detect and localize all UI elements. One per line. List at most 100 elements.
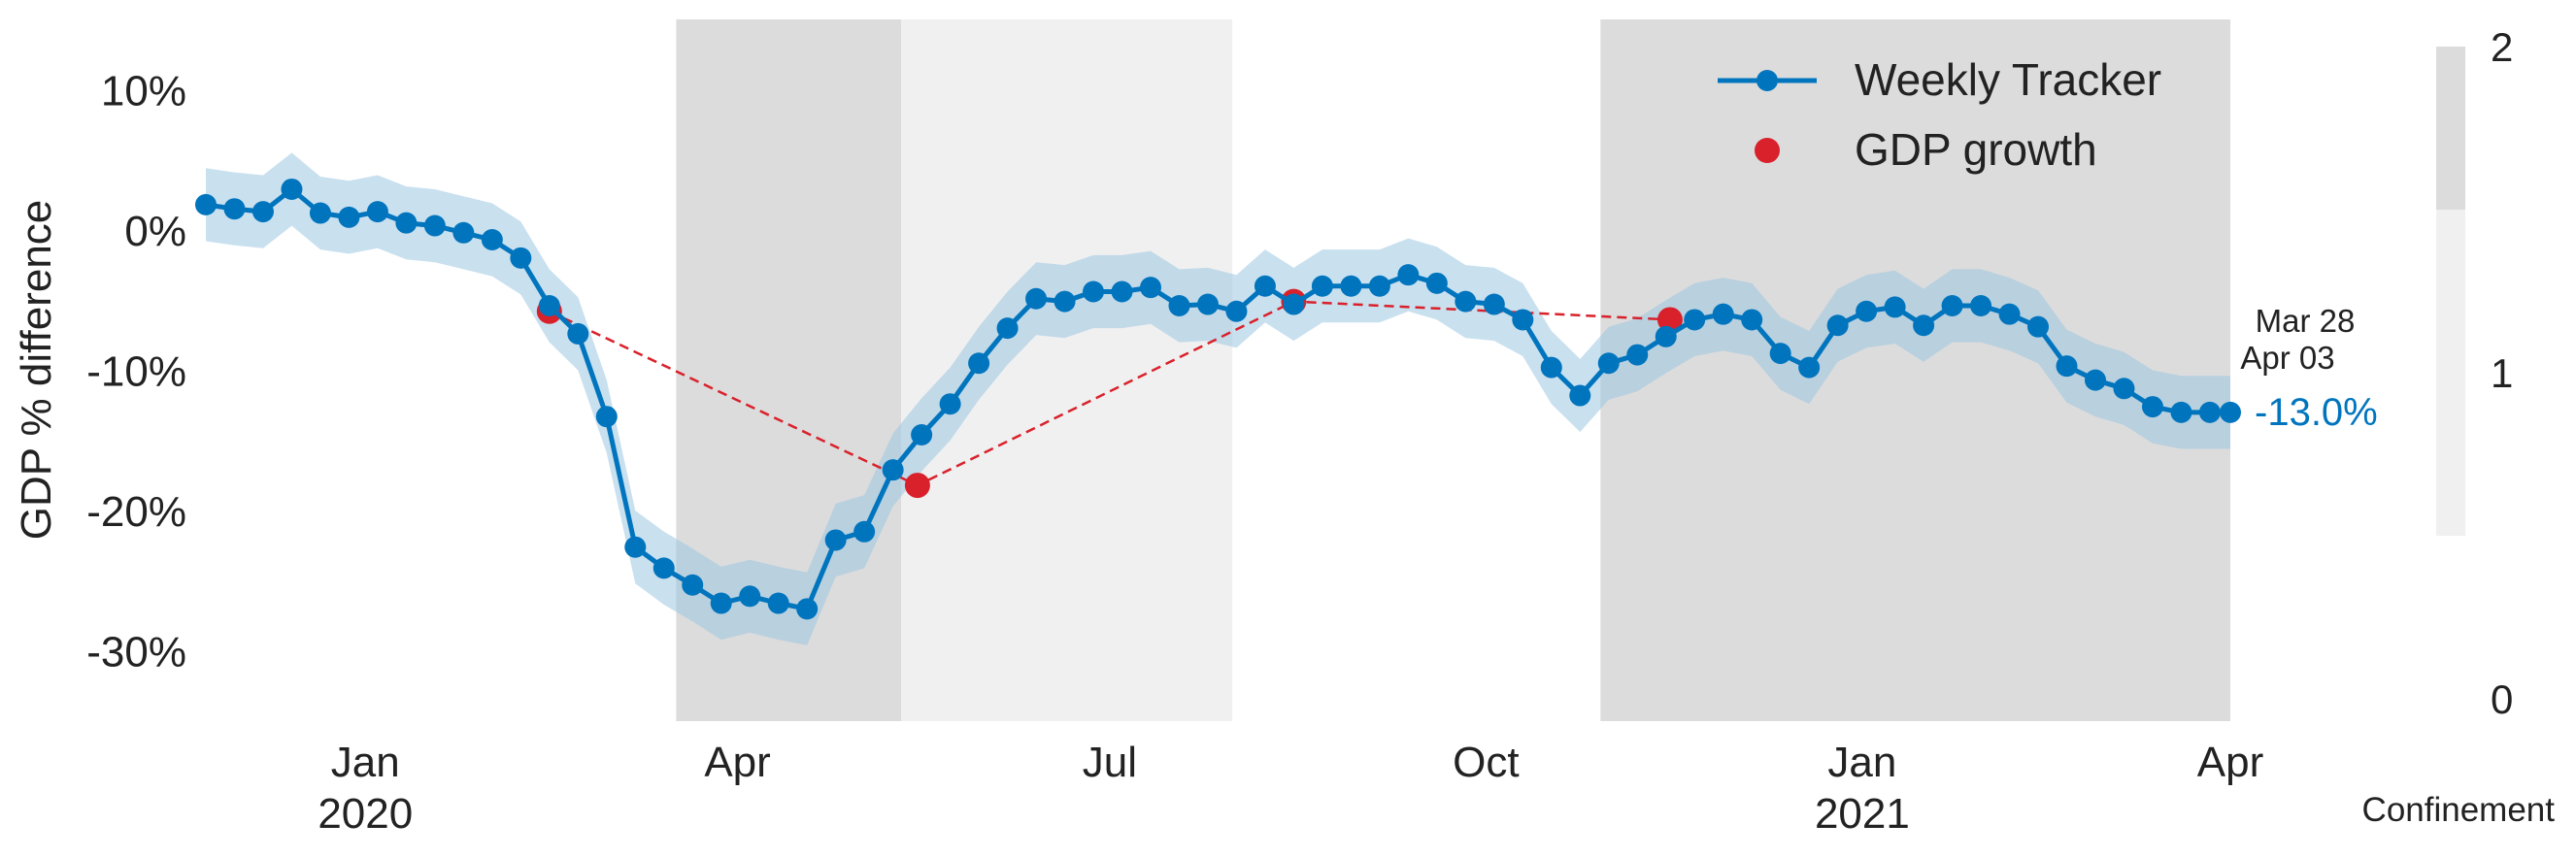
tracker-point bbox=[1856, 300, 1878, 322]
colorbar-band-level-1 bbox=[2436, 210, 2465, 536]
latest-value-label: -13.0% bbox=[2255, 391, 2378, 434]
tracker-point bbox=[1455, 290, 1477, 313]
tracker-point bbox=[1254, 275, 1276, 297]
y-tick-label: -10% bbox=[86, 348, 186, 396]
tracker-point bbox=[1311, 275, 1333, 297]
tracker-point bbox=[567, 322, 589, 345]
tracker-point bbox=[1913, 314, 1935, 337]
colorbar-label: Confinement bbox=[2362, 791, 2556, 829]
tracker-point bbox=[2170, 401, 2192, 423]
y-tick-label: -20% bbox=[86, 488, 186, 536]
y-tick-label: 10% bbox=[101, 67, 186, 115]
tracker-point bbox=[2085, 369, 2106, 391]
period-label-line2: Apr 03 bbox=[2240, 340, 2334, 376]
confinement-colorbar: 2 1 0 bbox=[2436, 24, 2513, 722]
tracker-point bbox=[1712, 303, 1734, 325]
tracker-point bbox=[1998, 303, 2021, 325]
tracker-point bbox=[423, 214, 446, 237]
tracker-point bbox=[1512, 309, 1534, 331]
tracker-point bbox=[1168, 294, 1190, 316]
tracker-point bbox=[2198, 401, 2221, 423]
x-tick-label: Oct bbox=[1453, 739, 1519, 786]
legend-gdp-label: GDP growth bbox=[1855, 124, 2097, 175]
colorbar-tick-label: 0 bbox=[2491, 676, 2513, 722]
tracker-point bbox=[510, 247, 532, 269]
tracker-point bbox=[2056, 355, 2078, 378]
confidence-band bbox=[206, 152, 2230, 645]
tracker-point bbox=[2027, 315, 2050, 338]
tracker-point bbox=[911, 424, 933, 446]
tracker-point bbox=[1368, 275, 1390, 297]
gdp-growth-line bbox=[549, 300, 1670, 487]
tracker-point bbox=[853, 520, 876, 543]
tracker-point bbox=[1741, 309, 1763, 331]
tracker-point bbox=[1655, 325, 1677, 347]
x-tick-label: Jan bbox=[1827, 739, 1896, 786]
x-tick-label: Jul bbox=[1083, 739, 1137, 786]
weekly-tracker-series bbox=[195, 178, 2241, 620]
tracker-point bbox=[2141, 396, 2163, 418]
y-tick-label: 0% bbox=[124, 208, 186, 255]
legend-tracker-marker bbox=[1756, 70, 1778, 91]
tracker-point bbox=[1884, 296, 1906, 318]
tracker-point bbox=[1340, 275, 1362, 297]
colorbar-tick-label: 2 bbox=[2491, 24, 2513, 70]
tracker-point bbox=[1626, 344, 1649, 366]
tracker-point bbox=[1769, 343, 1791, 365]
tracker-point bbox=[366, 201, 388, 223]
tracker-point bbox=[1140, 277, 1161, 299]
x-tick-label: Jan bbox=[331, 739, 400, 786]
legend-tracker-label: Weekly Tracker bbox=[1855, 54, 2161, 105]
tracker-point bbox=[2113, 378, 2135, 400]
gdp-point bbox=[1656, 307, 1683, 333]
tracker-point bbox=[1054, 290, 1076, 313]
tracker-point bbox=[281, 178, 303, 200]
y-tick-label: -30% bbox=[86, 629, 186, 676]
tracker-point bbox=[1397, 264, 1420, 286]
x-tick-year-label: 2021 bbox=[1815, 790, 1910, 838]
colorbar-tick-label: 1 bbox=[2491, 350, 2513, 396]
tracker-point bbox=[595, 406, 618, 428]
tracker-point bbox=[882, 459, 904, 481]
tracker-point bbox=[1597, 352, 1620, 375]
confidence-band-group bbox=[206, 152, 2230, 645]
tracker-point bbox=[2220, 401, 2241, 423]
tracker-point bbox=[1283, 293, 1305, 315]
tracker-point bbox=[309, 202, 331, 224]
tracker-point bbox=[824, 529, 847, 551]
tracker-point bbox=[1970, 294, 1992, 316]
tracker-point bbox=[251, 201, 274, 223]
tracker-point bbox=[682, 574, 704, 596]
tracker-point bbox=[452, 221, 475, 244]
tracker-point bbox=[624, 536, 647, 558]
period-label-line1: Mar 28 bbox=[2256, 303, 2356, 339]
tracker-point bbox=[481, 229, 503, 251]
tracker-point bbox=[968, 352, 990, 375]
tracker-point bbox=[1483, 293, 1505, 315]
tracker-point bbox=[395, 212, 418, 234]
x-tick-label: Apr bbox=[2197, 739, 2263, 786]
tracker-point bbox=[338, 206, 360, 228]
tracker-point bbox=[1425, 272, 1448, 294]
tracker-point bbox=[1083, 280, 1105, 303]
tracker-point bbox=[652, 557, 675, 579]
tracker-point bbox=[1540, 356, 1562, 379]
tracker-point bbox=[1826, 314, 1849, 337]
tracker-point bbox=[996, 317, 1019, 340]
tracker-point bbox=[538, 294, 560, 316]
x-tick-label: Apr bbox=[704, 739, 770, 786]
tracker-point bbox=[1196, 293, 1219, 315]
tracker-point bbox=[767, 592, 789, 614]
tracker-point bbox=[939, 393, 961, 415]
colorbar-band-level-2 bbox=[2436, 47, 2465, 210]
y-axis: 10% 0% -10% -20% -30% bbox=[86, 67, 186, 676]
tracker-point bbox=[1225, 300, 1248, 322]
tracker-point bbox=[1569, 384, 1591, 407]
tracker-point bbox=[1111, 280, 1133, 303]
x-tick-year-label: 2020 bbox=[318, 790, 413, 838]
tracker-point bbox=[1798, 356, 1821, 379]
legend: Weekly Tracker GDP growth bbox=[1718, 54, 2161, 175]
tracker-point bbox=[796, 598, 819, 620]
